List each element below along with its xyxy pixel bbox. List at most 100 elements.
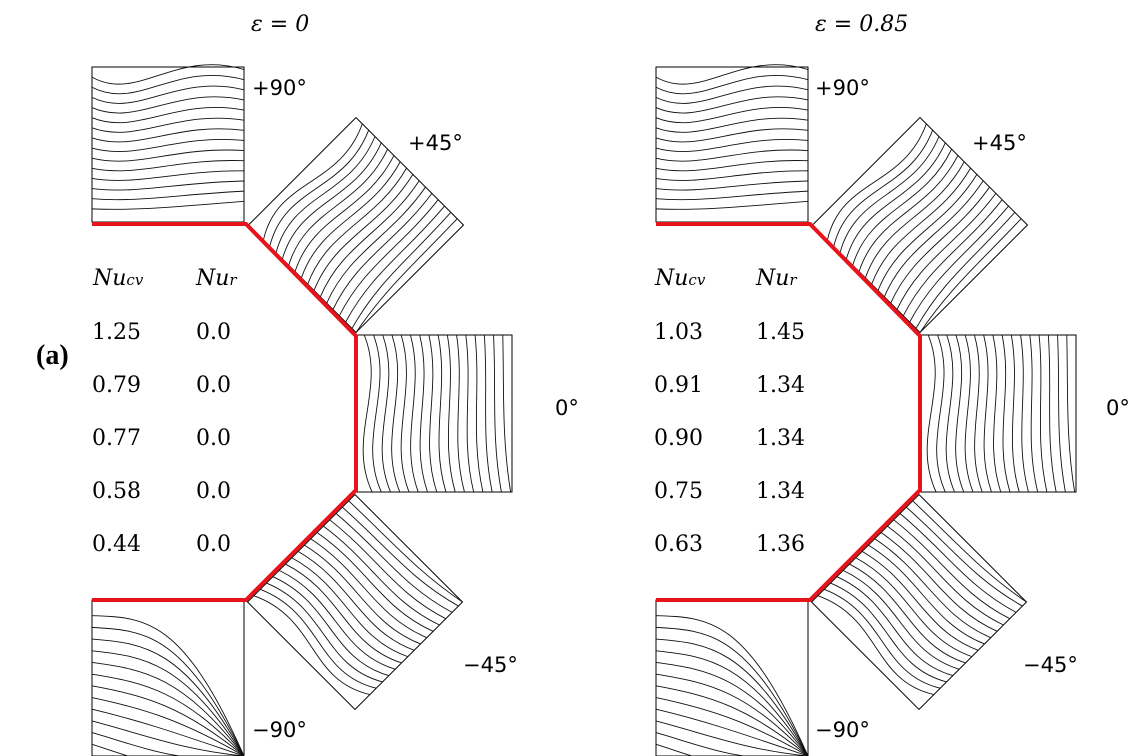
right-box-m45-contour [830,582,947,683]
left-box-p45-contour [263,123,363,241]
right-box-m90-contour [655,650,809,756]
nu-r-header-right: Nur [756,266,797,291]
nu-cv-left-3: 0.58 [92,479,141,504]
right-box-m45-contour [887,525,1004,626]
left-box-m45-contour [342,506,459,607]
right-box-p90 [655,66,809,223]
right-box-m45-contour [824,588,941,689]
left-box-m45-contour [335,513,453,613]
panel-label: (a) [36,340,69,371]
right-box-0-contour [1047,334,1057,493]
left-box-0-contour [446,334,456,493]
left-box-p45-heated-wall [354,223,465,334]
right-box-m45-contour [893,519,1010,620]
left-box-p45-contour [269,130,370,247]
left-box-p45-contour [319,180,420,297]
right-box-p90-contour [655,190,809,201]
left-box-m90-contour [91,743,244,756]
left-box-p90-contour [91,200,245,210]
right-box-m45-contour [906,506,1023,607]
left-box-p45-contour [326,186,426,304]
right-box-0-contour [964,334,974,493]
nu-r-left-4: 0.0 [196,532,231,557]
right-box-p90-contour [655,74,809,95]
angle-label-right-m45: −45° [1023,653,1078,677]
nu-cv-right-2: 0.90 [654,426,703,451]
right-box-p45-contour [845,142,946,260]
right-box-p90-contour [655,117,809,133]
left-box-m45-contour [329,519,446,620]
left-box-p45-contour [307,167,407,285]
right-box-m90-contour [655,626,809,756]
left-box-m90-contour [91,638,245,756]
right-box-m45-contour [899,513,1017,613]
nu-r-left-2: 0.0 [196,426,231,451]
left-box-0-contour [456,334,465,493]
right-box-p90-contour [655,107,809,124]
left-box-p90-contour [91,117,245,133]
right-box-m90-contour [655,697,809,756]
left-box-0-contour [419,334,428,493]
left-box-p90-contour [91,85,245,104]
right-box-m45-contour [836,576,954,677]
left-box-m45-contour [297,551,415,651]
right-box-m45-border [810,493,1028,711]
left-box-p90-contour [91,96,245,114]
right-box-p45-contour [852,148,953,266]
right-box-m45-contour [842,569,960,670]
left-box-m90-contour [91,650,245,756]
right-box-0-contour [1020,334,1029,493]
left-box-p90-contour [91,180,245,191]
nu-r-left-0: 0.0 [196,320,231,345]
left-box-p90-contour [91,128,245,143]
right-box-0-contour [1029,334,1039,493]
left-box-m45-heated-wall [353,493,464,604]
left-box-0-contour [409,334,419,493]
left-box-0-contour [362,334,373,493]
left-box-m45-contour [260,588,377,689]
right-box-p45-contour [871,167,971,285]
nu-r-header-left: Nur [196,266,237,291]
left-box-m45-contour [323,525,440,626]
left-box-m45-contour [266,582,383,683]
right-box-m45 [810,493,1028,711]
right-heated-outline [656,222,922,602]
nu-r-right-4: 1.36 [756,532,805,557]
left-box-m90-contour [91,615,245,756]
left-box-0-contour [493,334,502,493]
left-box-0-contour [428,334,438,493]
left-box-0-contour [483,334,493,493]
left-box-m45-border [246,493,464,711]
left-box-0-contour [437,334,447,493]
nu-cv-right-1: 0.91 [654,373,703,398]
right-box-m45-contour [880,532,998,632]
left-box-p45-contour [338,199,439,316]
nu-cv-header-right: Nucv [655,266,706,291]
right-box-p45-contour [883,180,984,297]
nu-r-right-0: 1.45 [756,320,805,345]
left-box-m45-contour [304,544,421,645]
right-box-m90-contour [655,662,809,756]
right-box-p45-contour [915,212,1016,329]
left-box-0-contour [400,334,410,493]
right-box-m90-contour [655,732,808,756]
right-box-0-contour [983,334,992,493]
left-box-p90-contour [91,74,245,95]
left-box-m45-contour [278,569,396,670]
left-box-0-contour [502,334,512,493]
nu-cv-right-4: 0.63 [654,532,703,557]
nu-cv-right-3: 0.75 [654,479,703,504]
right-box-p45-contour [909,205,1009,323]
right-box-0-contour [992,334,1002,493]
right-box-p90-contour [655,200,809,210]
left-box-p45-contour [313,174,414,291]
right-box-p90-contour [655,128,809,143]
right-box-m90-contour [655,685,809,756]
right-box-0-contour [1010,334,1020,493]
right-box-m90-contour [655,720,809,756]
left-box-m45-contour [285,563,402,664]
left-box-p45-contour [300,161,401,279]
angle-label-left-0: 0° [555,396,579,420]
left-box-p45-contour [288,148,389,266]
right-box-p90-contour [655,139,809,152]
